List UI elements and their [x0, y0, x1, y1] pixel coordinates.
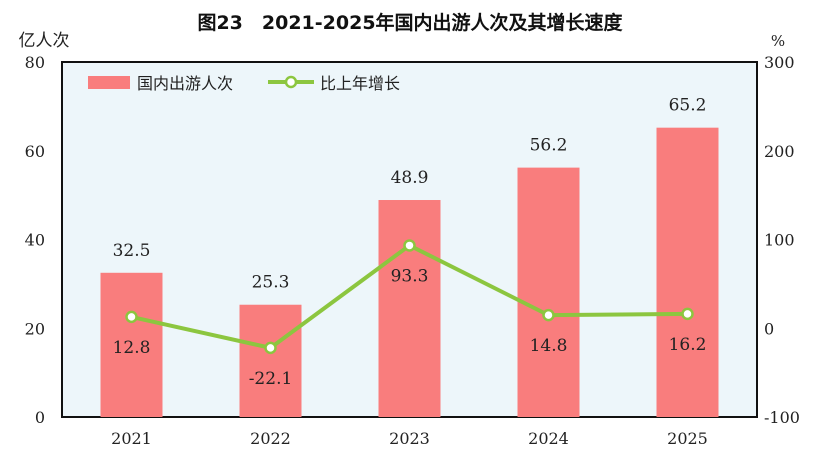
right-axis-unit: %: [771, 32, 785, 50]
growth-point: [403, 239, 416, 252]
growth-point: [125, 310, 138, 324]
legend-line-marker: [284, 75, 298, 89]
x-tick-label: 2022: [250, 429, 291, 448]
left-tick-label: 60: [25, 142, 45, 161]
growth-value-label: 12.8: [113, 338, 151, 358]
left-tick-label: 40: [25, 231, 45, 250]
right-tick-label: 100: [764, 231, 795, 250]
growth-value-label: 14.8: [530, 336, 568, 356]
growth-point: [681, 307, 694, 321]
legend-bar-swatch: [88, 76, 130, 89]
left-tick-label: 20: [25, 319, 45, 338]
legend-bar-label: 国内出游人次: [137, 74, 233, 93]
left-axis-unit: 亿人次: [19, 31, 70, 51]
bar-value-label: 32.5: [113, 241, 151, 261]
bar: [517, 167, 580, 417]
x-tick-label: 2024: [528, 429, 569, 448]
bar: [656, 127, 719, 418]
bar: [239, 304, 302, 417]
bar-value-label: 25.3: [252, 273, 290, 293]
x-tick-label: 2025: [667, 429, 708, 448]
left-tick-label: 80: [25, 53, 45, 72]
x-tick-label: 2023: [389, 429, 430, 448]
legend-line-label: 比上年增长: [320, 74, 400, 93]
growth-point: [542, 308, 555, 322]
right-tick-label: 0: [764, 319, 774, 338]
x-tick-label: 2021: [111, 429, 152, 448]
growth-value-label: 16.2: [669, 335, 707, 355]
chart-title: 图23 2021-2025年国内出游人次及其增长速度: [197, 11, 623, 34]
bar-value-label: 65.2: [669, 96, 707, 116]
bar: [100, 272, 163, 417]
right-tick-label: 300: [764, 53, 795, 72]
right-tick-label: -100: [764, 408, 800, 427]
bar-value-label: 48.9: [391, 168, 429, 188]
growth-value-label: -22.1: [249, 369, 293, 389]
left-tick-label: 0: [35, 408, 45, 427]
bar-value-label: 56.2: [530, 136, 568, 156]
bar: [378, 200, 441, 417]
growth-point: [264, 341, 277, 355]
growth-value-label: 93.3: [391, 266, 429, 286]
right-tick-label: 200: [764, 142, 795, 161]
